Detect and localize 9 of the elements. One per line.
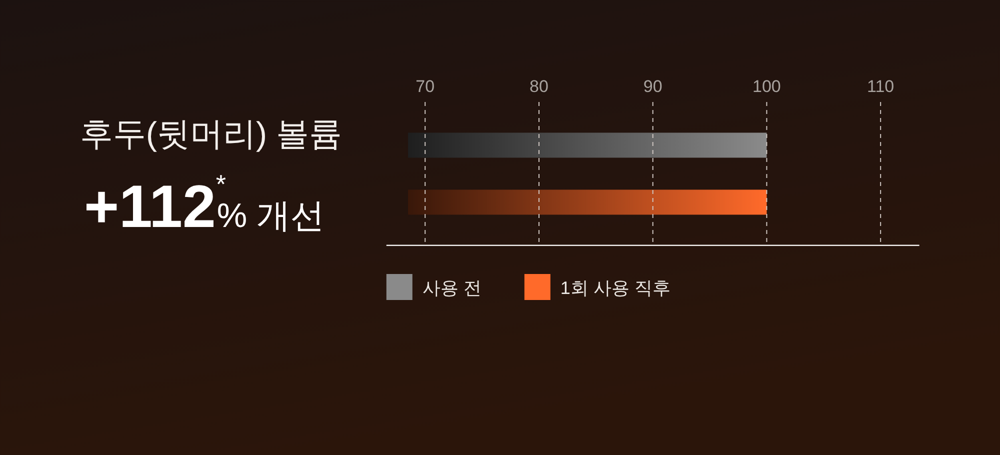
tick-label: 70 [416, 77, 435, 96]
legend-label: 사용 전 [422, 278, 482, 298]
legend-label: 1회 사용 직후 [560, 278, 670, 298]
tick-label: 110 [867, 77, 894, 96]
tick-label: 90 [643, 77, 662, 96]
tick-label: 100 [752, 77, 781, 96]
tick-label: 80 [530, 77, 548, 96]
title: 후두(뒷머리) 볼륨 [80, 115, 342, 152]
subtitle: +112$^{*}$% 개선 [84, 169, 325, 240]
